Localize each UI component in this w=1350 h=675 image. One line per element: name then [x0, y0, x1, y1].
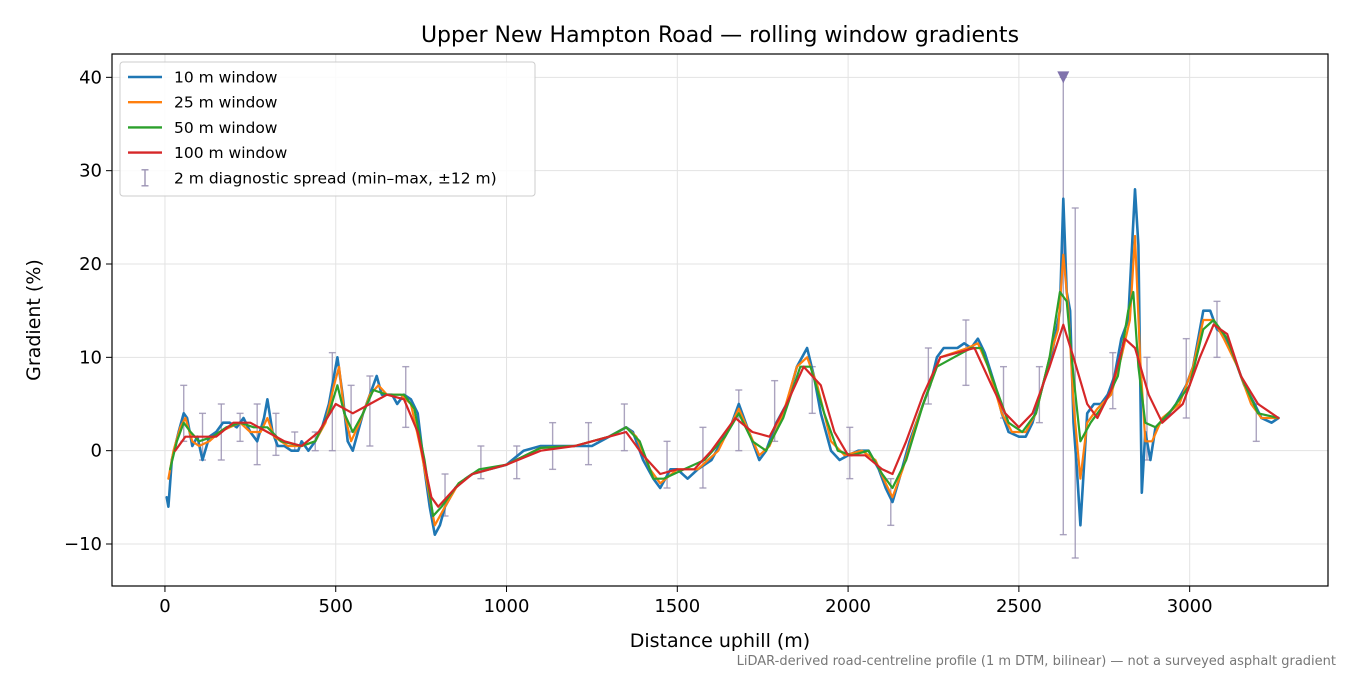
marker-layer — [1057, 71, 1070, 84]
legend-label-1: 10 m window — [174, 69, 278, 87]
y-tick-label: 40 — [79, 67, 102, 88]
errorbar — [477, 445, 485, 480]
x-tick-label: 500 — [319, 596, 353, 617]
x-tick-label: 3000 — [1167, 596, 1213, 617]
errorbar — [663, 440, 671, 489]
y-tick-label: 20 — [79, 254, 102, 275]
y-axis-ticks: −10 0 10 20 30 40 — [64, 67, 112, 555]
errorbar — [513, 445, 521, 480]
x-tick-label: 1500 — [654, 596, 700, 617]
series-line-4 — [174, 323, 1280, 508]
errorbar — [253, 403, 261, 466]
legend-label-4: 100 m window — [174, 144, 288, 162]
errorbar — [584, 421, 592, 466]
errorbar — [924, 347, 932, 405]
errorbar — [699, 426, 707, 489]
y-tick-label: 0 — [91, 441, 102, 462]
errorbar — [272, 412, 280, 457]
y-tick-label: −10 — [64, 534, 102, 555]
legend-box — [119, 61, 536, 197]
peak-marker — [1057, 71, 1070, 84]
errorbar — [236, 412, 244, 443]
legend: 10 m window 25 m window 50 m window 100 m w… — [119, 61, 536, 197]
plot-frame — [111, 53, 1329, 587]
x-axis-label: Distance uphill (m) — [630, 630, 810, 652]
y-axis-label: Gradient (%) — [23, 259, 45, 381]
legend-label-3: 50 m window — [174, 119, 278, 137]
series-layer — [165, 188, 1280, 536]
footnote: LiDAR-derived road-centreline profile (1… — [737, 654, 1336, 669]
legend-label-errorbars: 2 m diagnostic spread (min–max, ±12 m) — [174, 169, 497, 187]
x-tick-label: 2000 — [825, 596, 871, 617]
x-tick-label: 0 — [159, 596, 170, 617]
errorbar — [366, 375, 374, 447]
x-tick-label: 1000 — [484, 596, 530, 617]
x-tick-label: 2500 — [996, 596, 1042, 617]
errorbar — [962, 319, 970, 387]
series-line-1 — [165, 188, 1280, 536]
y-tick-label: 30 — [79, 161, 102, 182]
x-axis-ticks: 0 500 1000 1500 2000 2500 3000 — [159, 586, 1213, 617]
chart-title: Upper New Hampton Road — rolling window … — [421, 23, 1019, 48]
errorbar — [1182, 337, 1190, 419]
legend-label-2: 25 m window — [174, 94, 278, 112]
y-tick-label: 10 — [79, 347, 102, 368]
